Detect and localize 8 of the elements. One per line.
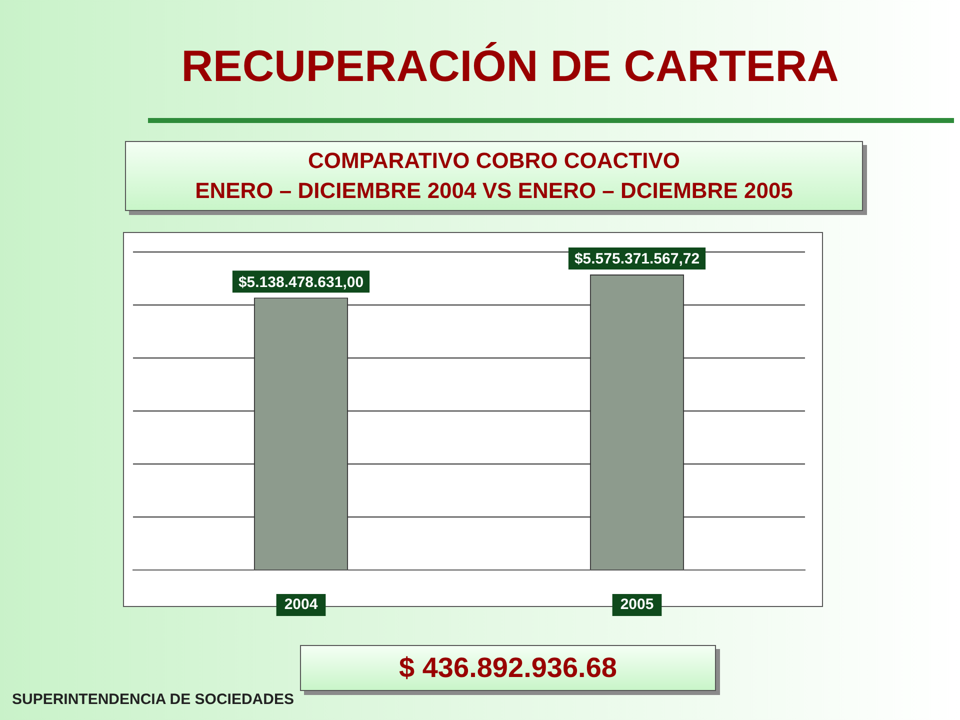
- chart-subtitle: COMPARATIVO COBRO COACTIVO ENERO – DICIEMBRE 2004 VS ENERO – DCIEMBRE 2005: [195, 148, 793, 203]
- x-tick-label: 2005: [620, 596, 654, 614]
- data-label: $5.575.371.567,72: [574, 250, 700, 268]
- text: SUPERINTENDENCIA DE SOCIEDADES: [12, 691, 294, 708]
- data-label: $5.138.478.631,00: [238, 274, 364, 291]
- x-tick-label: 2004: [284, 596, 318, 614]
- text: $ 436.892.936.68: [399, 652, 617, 683]
- chart-title: RECUPERACIÓN DE CARTERA: [181, 42, 839, 91]
